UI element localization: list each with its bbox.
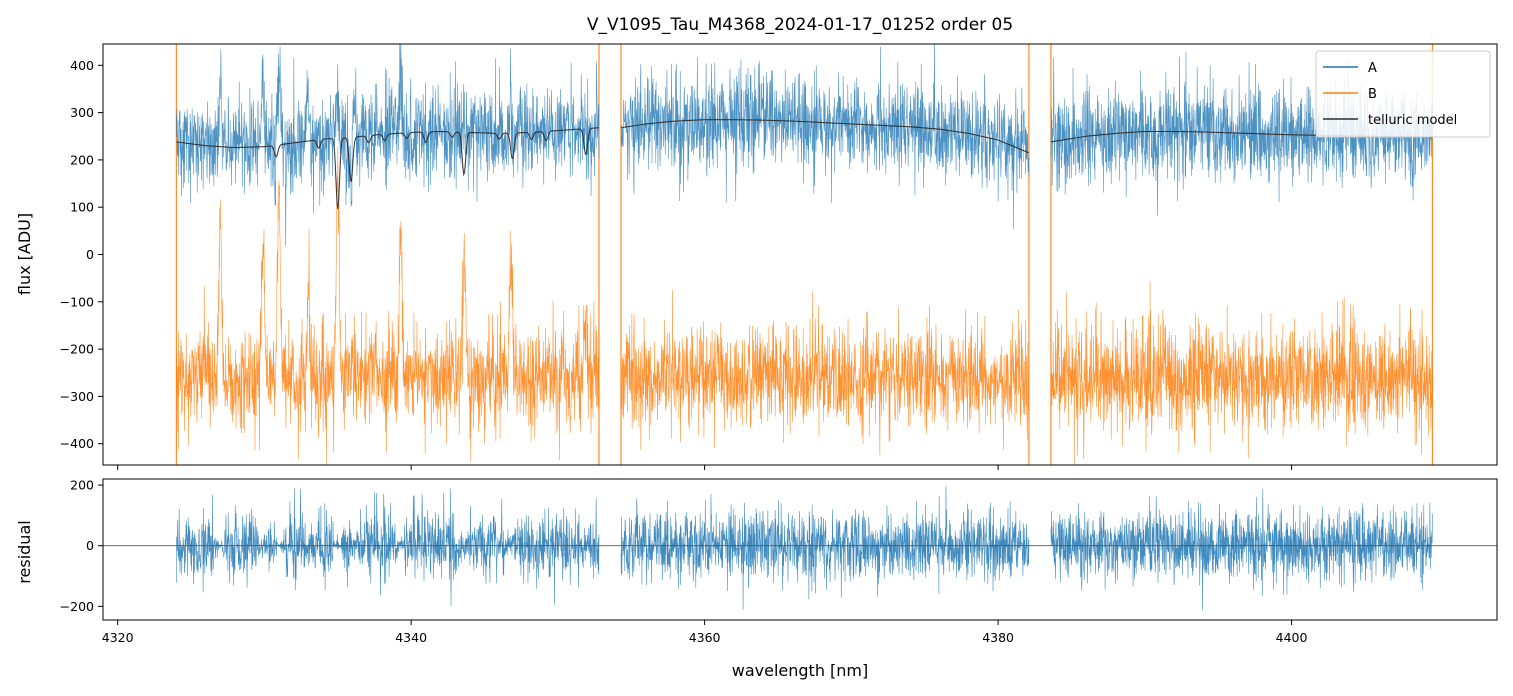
- flux-ytick-label-0: −400: [60, 436, 94, 451]
- flux-ytick-label-5: 100: [70, 200, 94, 215]
- flux-ytick-label-2: −200: [60, 342, 94, 357]
- series-a-segment-2: [1050, 51, 1433, 216]
- series-b-segment-1: [620, 289, 1030, 456]
- residual-ytick-label-1: 0: [86, 538, 94, 553]
- residual-xtick-label-4: 4400: [1276, 630, 1308, 645]
- legend-box: [1315, 50, 1491, 138]
- flux-ytick-label-3: −100: [60, 294, 94, 309]
- telluric-model-segment-0: [176, 127, 600, 210]
- series-b-segment-2: [1050, 281, 1433, 465]
- residual-xtick-label-3: 4380: [982, 630, 1014, 645]
- residual-xtick-label-0: 4320: [102, 630, 134, 645]
- residual-ytick-label-0: −200: [60, 599, 94, 614]
- residual-xtick-label-1: 4340: [395, 630, 427, 645]
- chart-title: V_V1095_Tau_M4368_2024-01-17_01252 order…: [587, 15, 1013, 35]
- residual-axis-label: residual: [15, 520, 34, 583]
- legend: A B telluric model: [1315, 50, 1491, 138]
- residual-segment-0: [176, 488, 600, 607]
- flux-axis-label: flux [ADU]: [15, 213, 34, 295]
- legend-label-telluric: telluric model: [1368, 113, 1457, 128]
- flux-ytick-label-4: 0: [86, 247, 94, 262]
- residual-segment-2: [1050, 488, 1433, 611]
- legend-label-b: B: [1368, 87, 1377, 102]
- series-a-segment-0: [176, 44, 600, 247]
- series-b-segment-0: [176, 146, 600, 465]
- flux-ytick-label-7: 300: [70, 105, 94, 120]
- flux-panel: −400 −300 −200 −100 0 100 200 300 400 flux [ADU]…: [15, 43, 1498, 470]
- residual-panel: −200 0 200 4320 4340 4360 4380 4400 residual w…: [15, 478, 1498, 680]
- flux-ytick-label-1: −300: [60, 389, 94, 404]
- wavelength-axis-label: wavelength [nm]: [732, 661, 869, 680]
- telluric-model-segment-1: [620, 119, 1030, 154]
- flux-ytick-label-8: 400: [70, 58, 94, 73]
- residual-axes-frame: [102, 478, 1498, 621]
- residual-xtick-label-2: 4360: [689, 630, 721, 645]
- series-a-segment-1: [620, 44, 1030, 230]
- residual-segment-1: [620, 486, 1030, 610]
- residual-ytick-label-2: 200: [70, 478, 94, 493]
- legend-label-a: A: [1368, 61, 1377, 76]
- flux-ytick-label-6: 200: [70, 152, 94, 167]
